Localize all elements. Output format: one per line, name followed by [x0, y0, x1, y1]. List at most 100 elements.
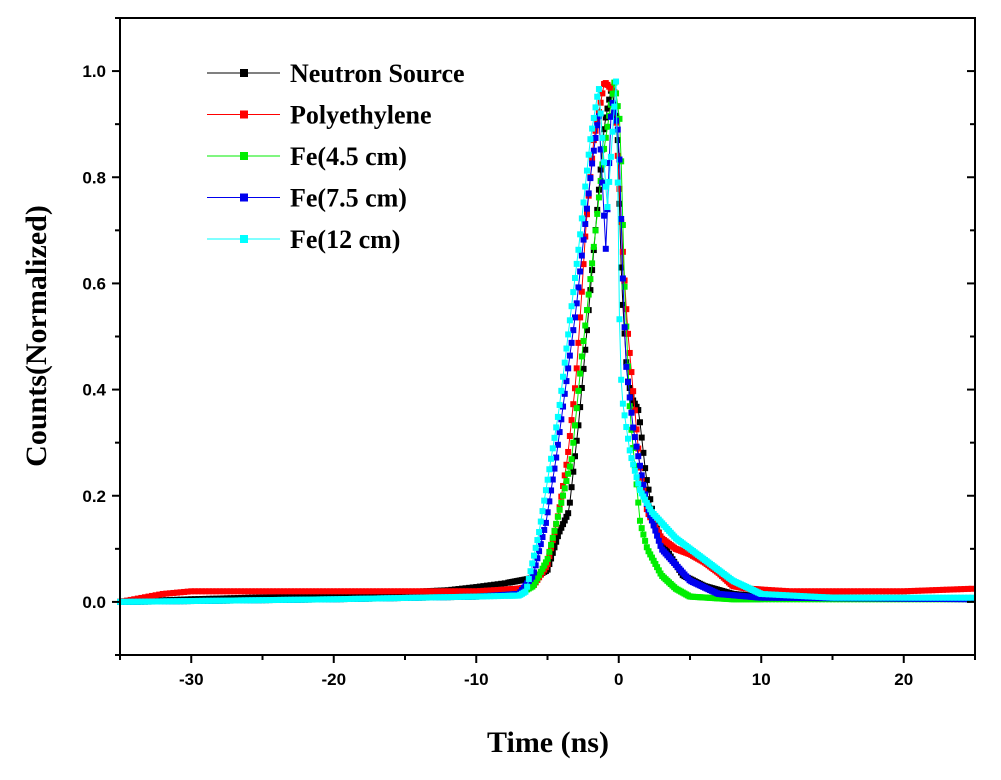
- data-point: [170, 589, 177, 596]
- data-point: [808, 588, 815, 595]
- data-point: [159, 590, 166, 597]
- data-point: [556, 506, 563, 513]
- x-tick-label: -10: [464, 670, 489, 689]
- data-point: [487, 593, 494, 600]
- data-point: [657, 542, 664, 549]
- data-point: [491, 593, 498, 600]
- data-point: [498, 580, 505, 587]
- data-point: [655, 537, 662, 544]
- data-point: [560, 403, 567, 410]
- data-point: [635, 499, 642, 506]
- data-point: [655, 567, 662, 574]
- data-point: [645, 503, 652, 510]
- data-point: [765, 594, 772, 601]
- data-point: [537, 568, 544, 575]
- data-point: [636, 486, 643, 493]
- data-point: [542, 487, 549, 494]
- data-point: [875, 594, 882, 601]
- x-tick-label: 10: [752, 670, 771, 689]
- data-point: [170, 598, 177, 605]
- data-point: [302, 588, 309, 595]
- data-point: [619, 275, 626, 282]
- data-point: [890, 588, 897, 595]
- legend-item: Fe(4.5 cm): [207, 142, 407, 171]
- data-point: [384, 588, 391, 595]
- data-point: [961, 586, 968, 593]
- data-point: [291, 588, 298, 595]
- data-point: [606, 160, 613, 167]
- data-point: [377, 595, 384, 602]
- data-point: [539, 565, 546, 572]
- data-point: [473, 584, 480, 591]
- data-point: [647, 512, 654, 519]
- data-point: [647, 496, 654, 503]
- data-point: [530, 569, 537, 576]
- data-point: [858, 594, 865, 601]
- data-point: [822, 588, 829, 595]
- data-point: [549, 476, 556, 483]
- data-point: [940, 586, 947, 593]
- data-point: [601, 159, 608, 166]
- data-point: [320, 592, 327, 599]
- data-point: [772, 594, 779, 601]
- data-point: [444, 588, 451, 595]
- data-point: [529, 560, 536, 567]
- data-point: [640, 485, 647, 492]
- data-point: [334, 592, 341, 599]
- data-point: [295, 596, 302, 603]
- data-point: [426, 594, 433, 601]
- data-point: [761, 591, 768, 598]
- data-point: [925, 587, 932, 594]
- data-point: [594, 118, 601, 125]
- data-point: [861, 594, 868, 601]
- data-point: [618, 216, 625, 223]
- series-layer: [117, 78, 975, 605]
- data-point: [498, 592, 505, 599]
- y-tick-label: 0.4: [82, 381, 106, 400]
- data-point: [451, 594, 458, 601]
- data-point: [847, 588, 854, 595]
- data-point: [295, 588, 302, 595]
- data-point: [592, 227, 599, 234]
- data-point: [566, 433, 573, 440]
- data-point: [801, 588, 808, 595]
- data-point: [291, 596, 298, 603]
- data-point: [138, 598, 145, 605]
- data-point: [790, 588, 797, 595]
- data-point: [635, 480, 642, 487]
- data-point: [769, 594, 776, 601]
- data-point: [541, 562, 548, 569]
- data-point: [836, 588, 843, 595]
- data-point: [643, 499, 650, 506]
- data-point: [826, 588, 833, 595]
- data-point: [580, 365, 587, 372]
- data-point: [908, 594, 915, 601]
- data-point: [380, 595, 387, 602]
- data-point: [582, 346, 589, 353]
- data-point: [391, 588, 398, 595]
- data-point: [352, 588, 359, 595]
- data-point: [544, 476, 551, 483]
- data-point: [578, 252, 585, 259]
- data-point: [462, 593, 469, 600]
- data-point: [394, 595, 401, 602]
- data-point: [174, 598, 180, 605]
- data-point: [590, 243, 597, 250]
- data-point: [833, 594, 840, 601]
- data-point: [595, 86, 602, 93]
- data-point: [259, 588, 266, 595]
- data-point: [266, 588, 273, 595]
- data-point: [599, 90, 606, 97]
- data-point: [590, 147, 597, 154]
- data-point: [563, 461, 570, 468]
- data-point: [575, 339, 582, 346]
- data-point: [565, 470, 572, 477]
- data-point: [553, 538, 560, 545]
- data-point: [330, 592, 337, 599]
- data-point: [145, 598, 152, 605]
- data-point: [573, 365, 580, 372]
- data-point: [936, 594, 943, 601]
- data-point: [501, 586, 508, 593]
- data-point: [327, 588, 334, 595]
- data-point: [177, 589, 184, 596]
